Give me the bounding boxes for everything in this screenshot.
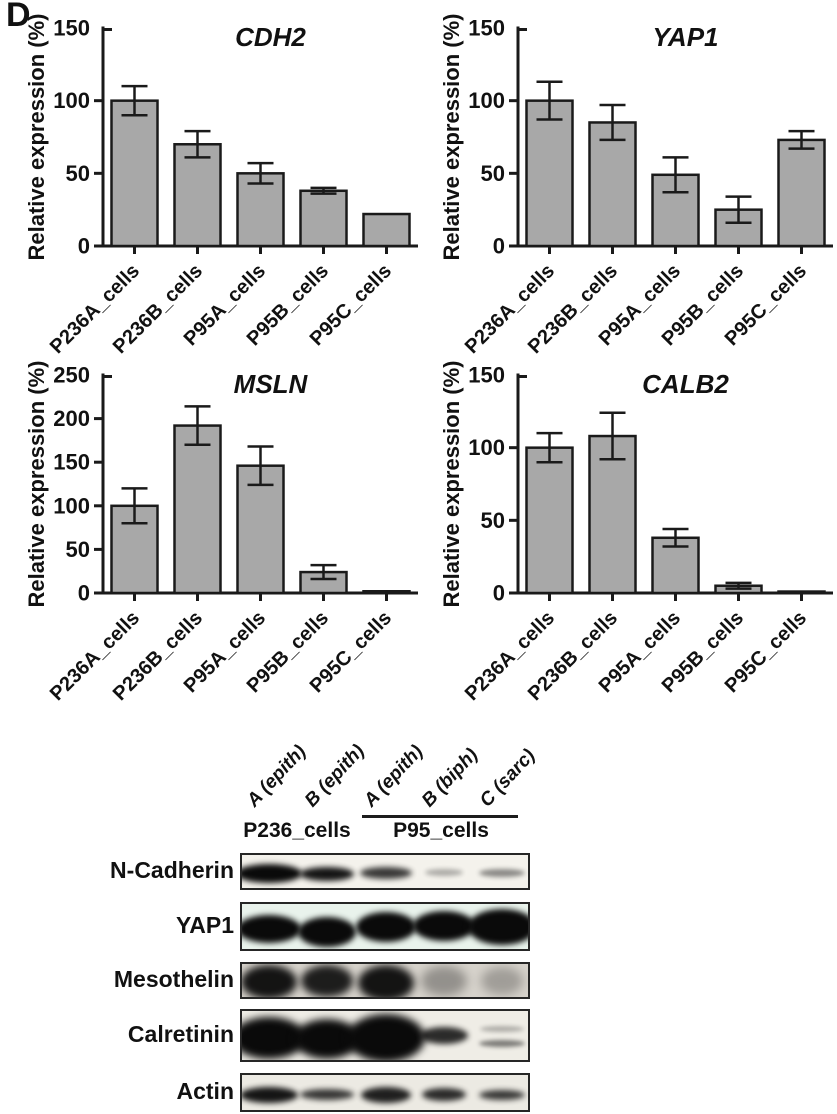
panel-label: D: [6, 0, 31, 34]
y-axis-label: Relative expression (%): [439, 361, 464, 608]
blot-group-overline: [362, 815, 518, 818]
blot-band-lane-3: [361, 1086, 411, 1103]
blot-lane-label-1: A (epith): [242, 741, 311, 812]
chart-yap1: 0 50 100 150 Relative expression (%) YAP1 P236…: [439, 8, 837, 358]
blot-band-lane-1: [242, 914, 301, 943]
y-tick-label: 250: [53, 363, 90, 388]
blot-row-label-actin: Actin: [176, 1077, 235, 1104]
y-tick-label: 50: [66, 537, 90, 562]
y-tick-label: 50: [481, 161, 505, 186]
y-tick-label: 50: [66, 161, 90, 186]
blot-band-lane-4: [425, 869, 463, 876]
blot-calretinin-box: [240, 1009, 530, 1062]
blot-band-lane-4: [413, 910, 475, 941]
blot-band-lane-3: [347, 1013, 425, 1060]
blot-mesothelin-box: [240, 962, 530, 999]
y-axis-label: Relative expression (%): [439, 14, 464, 261]
blot-band-lane-1: [242, 1086, 298, 1103]
bar-P236B_cells: [173, 143, 222, 248]
y-tick-label: 200: [53, 406, 90, 431]
y-axis-label: Relative expression (%): [24, 361, 49, 608]
blot-yap1-box: [240, 902, 530, 951]
blot-row-label-yap1: YAP1: [176, 911, 234, 938]
blot-band-lane-2: [300, 1089, 354, 1100]
blot-band-lane-4: [421, 965, 467, 996]
blot-band-lane-5: [479, 1089, 525, 1100]
chart-title: CDH2: [235, 22, 306, 52]
blot-band-lane-5: [481, 966, 523, 995]
bar-P95C_cells: [362, 590, 411, 595]
y-tick-label: 150: [53, 16, 90, 41]
y-tick-label: 100: [468, 435, 505, 460]
y-tick-label: 100: [53, 88, 90, 113]
bar-P236A_cells: [110, 99, 159, 248]
blot-band-lane-5: [468, 908, 528, 945]
blot-n-cadherin-box: [240, 853, 530, 890]
bar-P95C_cells: [777, 138, 826, 248]
bar-P95C_cells: [362, 212, 411, 248]
blot-band-lane-5: [479, 1040, 525, 1047]
blot-band-lane-4: [420, 1027, 468, 1044]
bar-P236A_cells: [525, 446, 574, 595]
y-tick-label: 0: [493, 581, 505, 606]
blot-lane-label-2: B (epith): [300, 740, 369, 812]
y-tick-label: 150: [468, 363, 505, 388]
blot-band-lane-1: [242, 864, 302, 883]
y-tick-label: 0: [78, 581, 90, 606]
y-tick-label: 50: [481, 508, 505, 533]
y-tick-label: 150: [53, 450, 90, 475]
blot-band-lane-3: [358, 964, 414, 997]
y-axis-label: Relative expression (%): [24, 14, 49, 261]
y-tick-label: 0: [493, 234, 505, 259]
blot-group-label-p236_cells: P236_cells: [243, 819, 351, 842]
blot-band-lane-2: [300, 866, 354, 881]
chart-msln: 0 50 100 150 200 250 Relative expression (%) MS…: [24, 355, 428, 705]
blot-row-label-n-cadherin: N-Cadherin: [110, 856, 234, 883]
blot-group-label-p95_cells: P95_cells: [393, 819, 489, 842]
blot-lane-label-3: A (epith): [359, 741, 428, 812]
blot-lane-label-4: B (biph): [417, 744, 483, 812]
y-tick-label: 100: [53, 493, 90, 518]
blot-band-lane-3: [360, 866, 412, 879]
blot-band-lane-1: [242, 964, 297, 997]
chart-title: MSLN: [234, 369, 309, 399]
y-tick-label: 150: [468, 16, 505, 41]
blot-band-lane-5: [480, 1025, 524, 1032]
chart-title: CALB2: [642, 369, 729, 399]
chart-calb2: 0 50 100 150 Relative expression (%) CALB2 P23…: [439, 355, 837, 705]
y-tick-label: 0: [78, 234, 90, 259]
bar-P236A_cells: [525, 99, 574, 248]
bar-P236B_cells: [173, 424, 222, 595]
blot-actin-box: [240, 1073, 530, 1112]
bar-P95C_cells: [777, 590, 826, 595]
blot-row-label-mesothelin: Mesothelin: [113, 965, 234, 992]
blot-band-lane-4: [422, 1088, 466, 1101]
blot-band-lane-2: [298, 916, 356, 947]
chart-title: YAP1: [653, 22, 719, 52]
chart-cdh2: 0 50 100 150 Relative expression (%) CDH2 P236…: [24, 8, 428, 358]
blot-row-label-calretinin: Calretinin: [127, 1020, 234, 1047]
blot-band-lane-5: [479, 868, 525, 877]
blot-lane-label-5: C (sarc): [475, 745, 540, 812]
y-tick-label: 100: [468, 88, 505, 113]
bar-P95B_cells: [299, 189, 348, 248]
blot-band-lane-3: [356, 911, 416, 942]
blot-band-lane-2: [301, 964, 353, 997]
